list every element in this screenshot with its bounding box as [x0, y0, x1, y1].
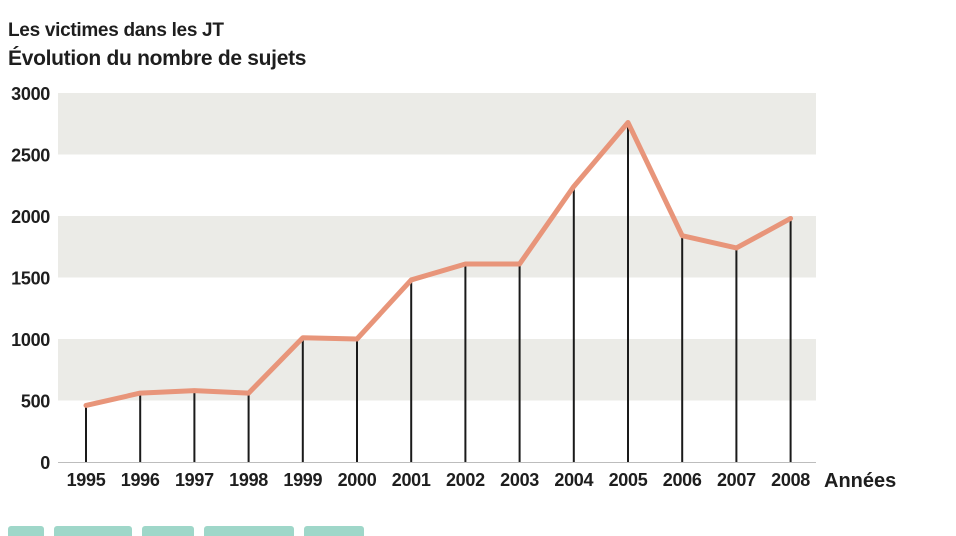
x-tick-label: 1997	[175, 470, 214, 490]
x-axis-labels: 1995 1996 1997 1998 1999 2000 2001 2002 2003 2004…	[67, 470, 811, 490]
y-tick-label: 0	[40, 453, 50, 473]
y-tick-label: 3000	[11, 84, 50, 104]
x-tick-label: 1996	[121, 470, 160, 490]
drop-lines	[85, 122, 792, 462]
y-axis-labels: 0 500 1000 1500 2000 2500 3000	[11, 84, 50, 473]
x-tick-label: 2004	[554, 470, 593, 490]
grid-band	[58, 216, 816, 278]
chart-subtitle: Évolution du nombre de sujets	[8, 47, 307, 70]
y-tick-label: 1500	[11, 269, 50, 289]
x-tick-label: 1999	[283, 470, 322, 490]
x-tick-label: 2007	[717, 470, 756, 490]
x-axis-title: Années	[824, 470, 896, 492]
y-tick-label: 2500	[11, 146, 50, 166]
x-tick-label: 2008	[771, 470, 810, 490]
x-tick-label: 2003	[500, 470, 539, 490]
chart-titles: Les victimes dans les JT Évolution du no…	[8, 18, 306, 74]
x-tick-label: 2000	[338, 470, 377, 490]
x-tick-label: 2002	[446, 470, 485, 490]
x-tick-label: 1995	[67, 470, 106, 490]
x-tick-label: 1998	[229, 470, 268, 490]
next-section-heading-clipped	[8, 526, 428, 536]
grid-band	[58, 93, 816, 155]
x-tick-label: 2005	[609, 470, 648, 490]
chart-title: Les victimes dans les JT	[8, 20, 224, 41]
x-tick-label: 2001	[392, 470, 431, 490]
y-tick-label: 1000	[11, 330, 50, 350]
y-tick-label: 500	[21, 392, 50, 412]
x-tick-label: 2006	[663, 470, 702, 490]
grid-bands	[58, 93, 816, 401]
y-tick-label: 2000	[11, 207, 50, 227]
series-line	[83, 120, 794, 408]
